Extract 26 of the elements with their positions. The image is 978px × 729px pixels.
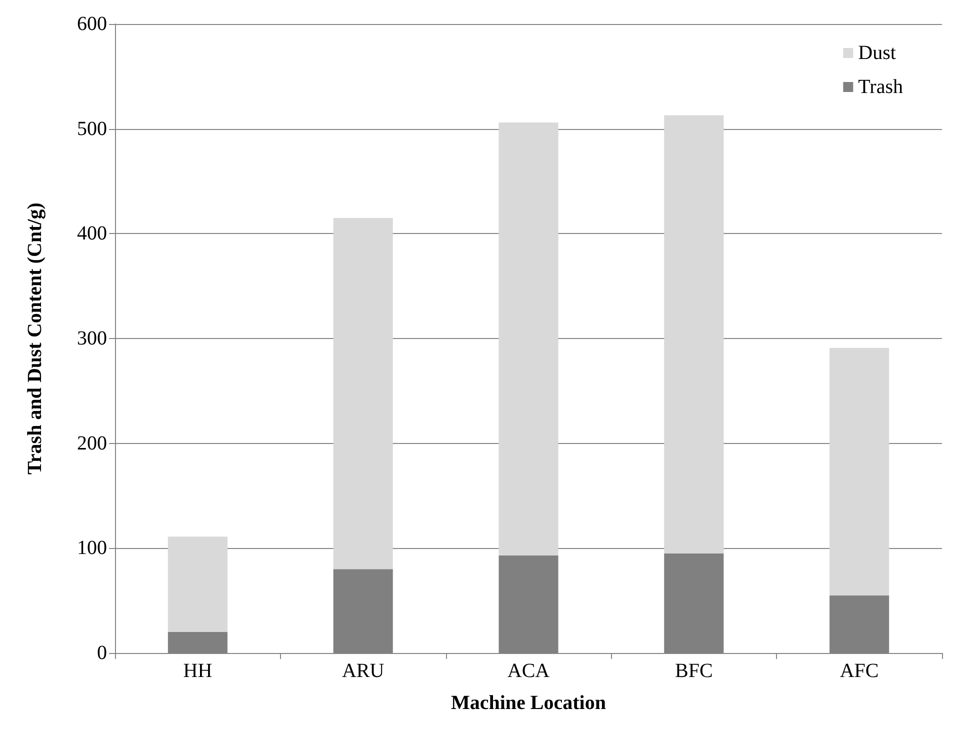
- y-tick-label: 400: [77, 222, 107, 245]
- x-tick-label: BFC: [674, 660, 713, 682]
- bar: [498, 556, 558, 653]
- x-axis-title: Machine Location: [451, 692, 606, 714]
- bar: [664, 115, 724, 554]
- bar: [168, 536, 228, 632]
- legend-label: Dust: [858, 42, 896, 64]
- x-tick-label: ARU: [342, 660, 385, 682]
- bar: [333, 218, 393, 570]
- y-axis-title: Trash and Dust Content (Cnt/g): [24, 202, 46, 474]
- bar: [168, 632, 228, 653]
- y-tick-label: 300: [77, 328, 107, 350]
- x-tick-label: HH: [183, 660, 212, 682]
- bar: [830, 348, 890, 596]
- bar: [664, 553, 724, 653]
- y-tick-label: 100: [77, 537, 107, 560]
- legend-label: Trash: [858, 76, 904, 98]
- x-tick-label: AFC: [840, 660, 879, 682]
- bar: [333, 569, 393, 653]
- x-tick-label: ACA: [507, 660, 550, 682]
- bar: [830, 595, 890, 653]
- y-tick-label: 500: [77, 118, 107, 140]
- y-tick-label: 0: [97, 642, 107, 664]
- y-tick-label: 200: [77, 432, 107, 454]
- bar: [498, 122, 558, 556]
- y-tick-label: 600: [77, 13, 107, 35]
